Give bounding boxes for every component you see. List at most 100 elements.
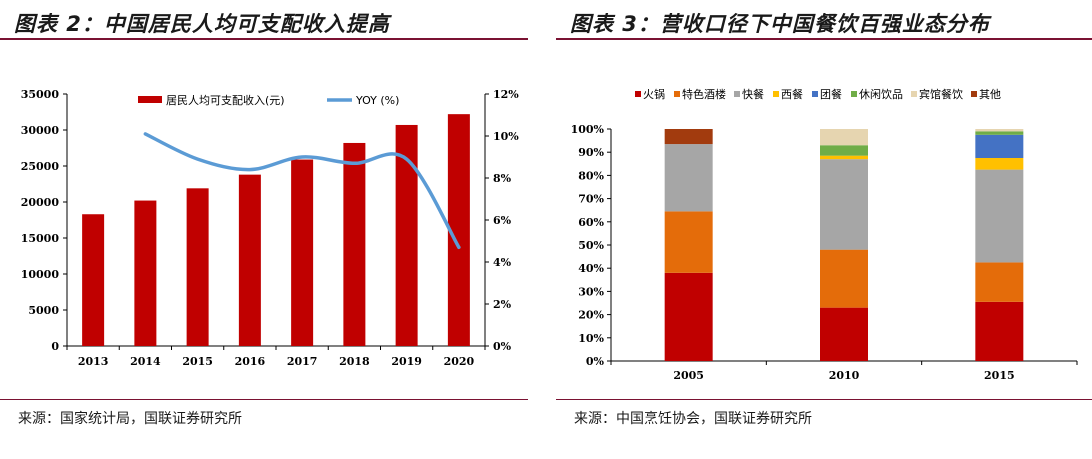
- left-y-tick-label: 25000: [21, 160, 60, 173]
- y-tick-label: 40%: [578, 262, 604, 275]
- right-panel: 图表 3：营收口径下中国餐饮百强业态分布 0% 10% 20% 30% 40% 50% 60…: [556, 0, 1092, 459]
- stacked-segment: [820, 307, 868, 361]
- right-y-tick-label: 0%: [493, 340, 512, 353]
- legend-label-income: 居民人均可支配收入(元): [166, 93, 285, 107]
- legend-swatch: [635, 91, 641, 97]
- legend-swatch: [674, 91, 680, 97]
- right-bottom-rule: [556, 399, 1092, 400]
- income-chart: 0 5000 10000 15000 20000 25000 30000 35000 0% 2% 4…: [21, 88, 520, 368]
- legend-swatch: [851, 91, 857, 97]
- y-tick-label: 60%: [578, 216, 604, 229]
- legend-swatch: [971, 91, 977, 97]
- x-tick-label: 2020: [444, 355, 475, 368]
- legend-label: 西餐: [781, 87, 803, 101]
- stacked-segment: [975, 262, 1024, 302]
- legend-label: 宾馆餐饮: [919, 87, 963, 101]
- x-tick-label: 2015: [182, 355, 213, 368]
- y-tick-label: 50%: [578, 239, 604, 252]
- left-source: 来源：国家统计局，国联证券研究所: [18, 411, 242, 427]
- stacked-segment: [975, 158, 1024, 170]
- income-chart-axes: 0 5000 10000 15000 20000 25000 30000 35000 0% 2% 4…: [21, 88, 520, 368]
- right-top-rule: [556, 38, 1092, 40]
- stacked-segment: [664, 144, 713, 212]
- left-y-tick-label: 0: [51, 340, 59, 353]
- stacked-segment: [975, 131, 1024, 135]
- stacked-segment: [664, 272, 713, 361]
- legend-label-yoy: YOY (%): [355, 94, 399, 107]
- format-stacked-bars: [664, 129, 1024, 361]
- legend-label: 团餐: [820, 87, 842, 101]
- x-tick-label: 2019: [391, 355, 422, 368]
- legend-label: 其他: [979, 88, 1001, 101]
- left-top-rule: [0, 38, 528, 40]
- stacked-segment: [820, 129, 868, 146]
- income-bar: [291, 159, 314, 346]
- income-bar: [186, 188, 209, 346]
- x-tick-label: 2016: [235, 355, 266, 368]
- legend-label: 特色酒楼: [682, 87, 726, 101]
- format-distribution-chart: 0% 10% 20% 30% 40% 50% 60% 70% 80% 90% 100% 2005 201…: [571, 87, 1078, 382]
- stacked-segment: [820, 249, 868, 308]
- left-panel: 图表 2：中国居民人均可支配收入提高 0 5000 10000 15000 20000 2…: [0, 0, 528, 459]
- stacked-segment: [975, 301, 1024, 361]
- stacked-segment: [975, 169, 1024, 263]
- income-bar: [343, 142, 366, 346]
- yoy-line: [143, 132, 461, 250]
- y-tick-label: 30%: [578, 285, 604, 298]
- stacked-segment: [664, 211, 713, 273]
- yoy-line-path: [143, 132, 461, 250]
- stacked-segment: [820, 155, 868, 160]
- income-bar: [447, 114, 470, 346]
- x-tick-label: 2014: [130, 355, 161, 368]
- left-y-tick-label: 10000: [21, 268, 60, 281]
- y-tick-label: 20%: [578, 309, 604, 322]
- legend-label: 休闲饮品: [859, 87, 903, 101]
- left-y-tick-label: 20000: [21, 196, 60, 209]
- right-y-tick-label: 12%: [493, 88, 519, 101]
- legend-swatch: [773, 91, 779, 97]
- legend-swatch: [911, 91, 917, 97]
- x-tick-label: 2018: [339, 355, 370, 368]
- right-y-tick-label: 2%: [493, 298, 512, 311]
- legend-label: 火锅: [643, 88, 665, 101]
- format-legend: 火锅 特色酒楼 快餐 西餐 团餐 休闲饮品 宾馆餐饮 其他: [635, 87, 1001, 101]
- y-tick-label: 90%: [578, 146, 604, 159]
- right-y-tick-label: 10%: [493, 130, 519, 143]
- stacked-segment: [664, 129, 713, 145]
- x-tick-label: 2013: [78, 355, 109, 368]
- legend-swatch: [734, 91, 740, 97]
- left-y-tick-label: 15000: [21, 232, 60, 245]
- left-y-tick-label: 35000: [21, 88, 60, 101]
- stacked-segment: [820, 145, 868, 156]
- income-bar: [82, 214, 105, 346]
- y-tick-label: 80%: [578, 169, 604, 182]
- x-tick-label: 2017: [287, 355, 318, 368]
- income-legend: 居民人均可支配收入(元) YOY (%): [138, 93, 399, 107]
- left-bottom-rule: [0, 399, 528, 400]
- income-bar: [238, 174, 261, 346]
- x-tick-label: 2005: [673, 369, 704, 382]
- right-source: 来源：中国烹饪协会，国联证券研究所: [574, 411, 812, 427]
- income-bar: [395, 124, 418, 347]
- right-y-tick-label: 4%: [493, 256, 512, 269]
- x-tick-label: 2010: [829, 369, 860, 382]
- legend-swatch-income: [138, 96, 162, 103]
- stacked-segment: [975, 134, 1024, 158]
- legend-label: 快餐: [742, 87, 764, 101]
- stacked-segment: [975, 129, 1024, 132]
- left-chart-title: 图表 2：中国居民人均可支配收入提高: [14, 12, 390, 36]
- right-y-tick-label: 8%: [493, 172, 512, 185]
- y-tick-label: 10%: [578, 332, 604, 345]
- right-y-tick-label: 6%: [493, 214, 512, 227]
- y-tick-label: 0%: [586, 355, 605, 368]
- left-y-tick-label: 5000: [28, 304, 59, 317]
- y-tick-label: 100%: [571, 123, 605, 136]
- left-y-tick-label: 30000: [21, 124, 60, 137]
- y-tick-label: 70%: [578, 193, 604, 206]
- legend-swatch: [812, 91, 818, 97]
- stacked-segment: [820, 159, 868, 250]
- income-bars: [82, 114, 470, 347]
- right-chart-title: 图表 3：营收口径下中国餐饮百强业态分布: [570, 12, 990, 36]
- x-tick-label: 2015: [984, 369, 1015, 382]
- income-bar: [134, 200, 157, 346]
